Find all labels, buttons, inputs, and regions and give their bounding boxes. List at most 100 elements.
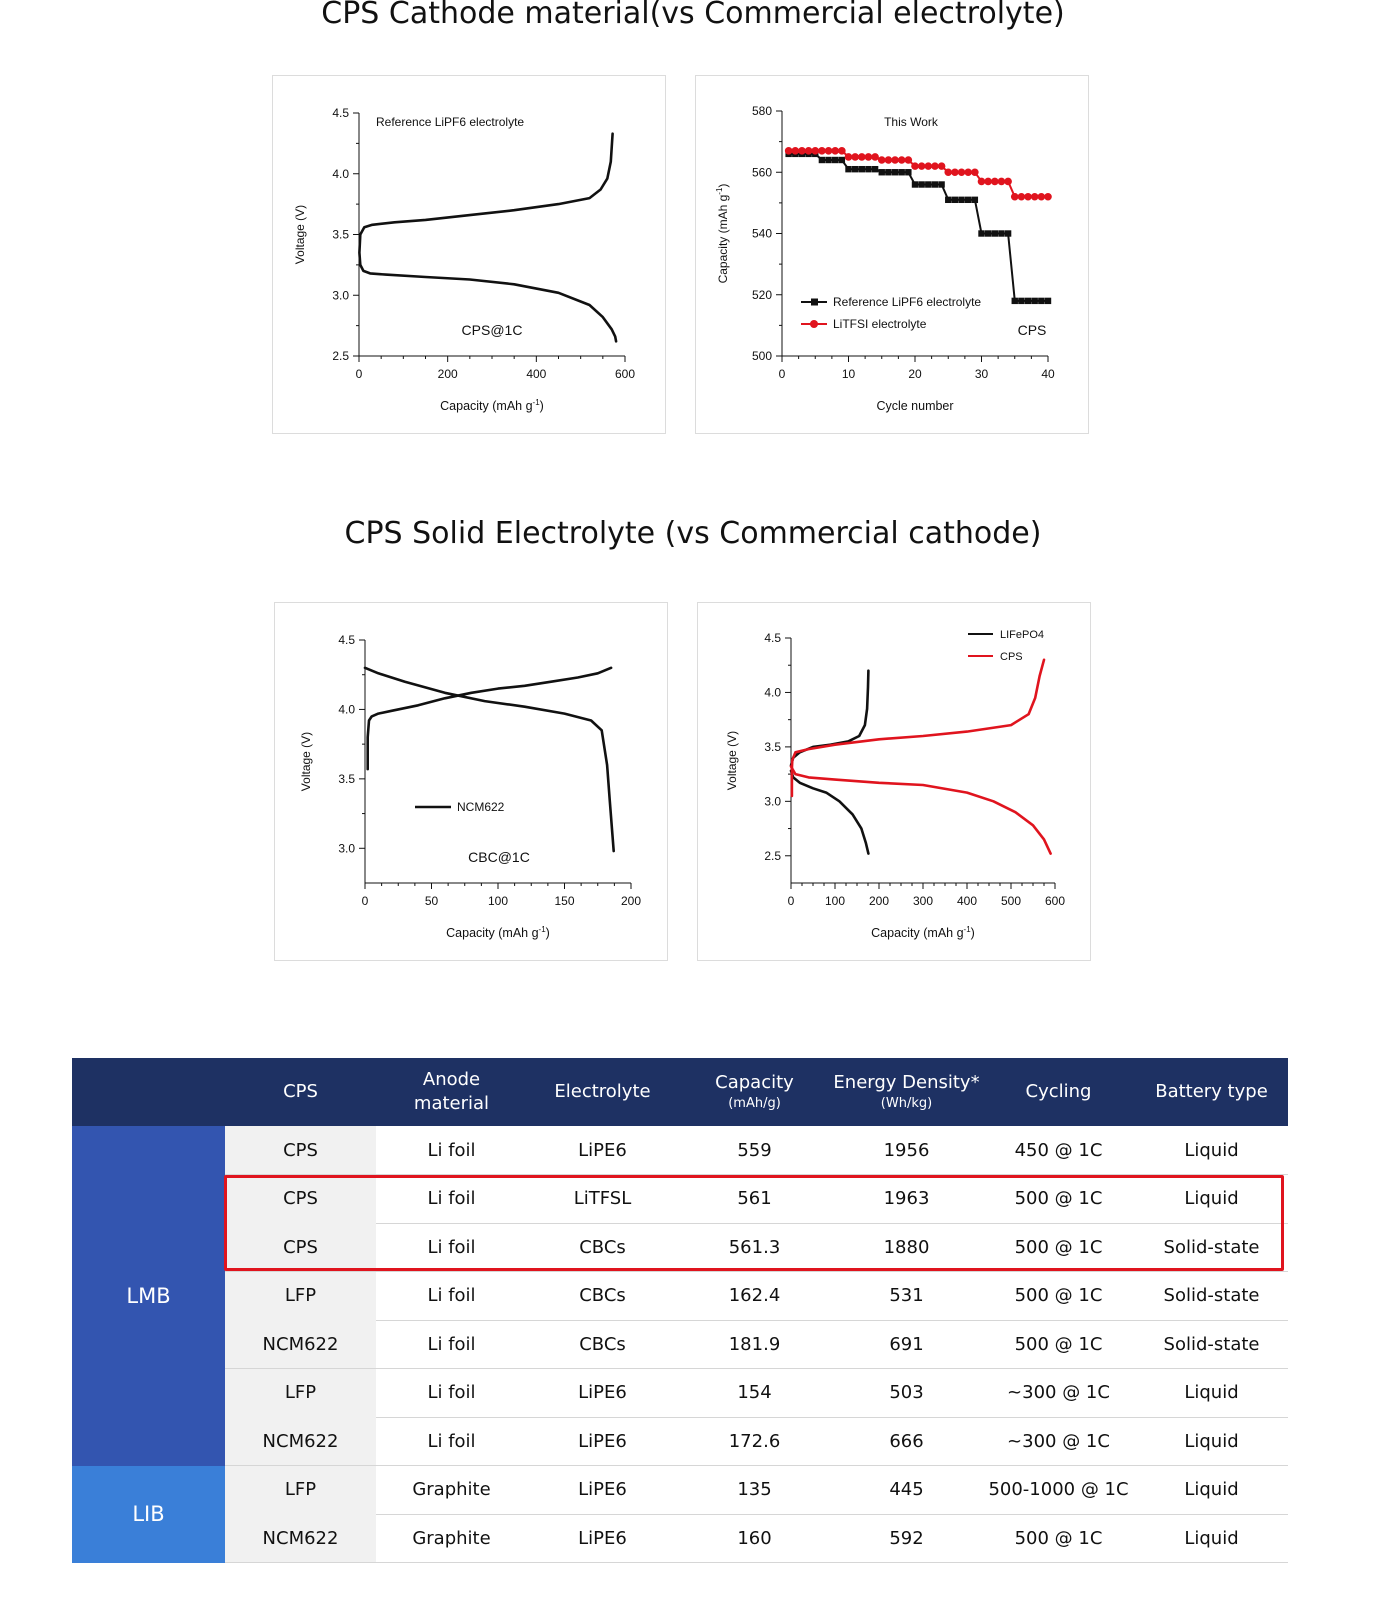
data-point-square (825, 156, 832, 164)
table-cell: NCM622 (225, 1320, 376, 1368)
table-cell: Li foil (427, 1236, 476, 1258)
x-tick-label: 400 (957, 894, 977, 908)
data-point-square (998, 230, 1005, 237)
data-point-square (1004, 230, 1012, 237)
x-tick-label: 200 (621, 894, 641, 908)
table-cell: LFP (225, 1368, 376, 1417)
table-cell: LFP (225, 1271, 376, 1320)
table-cell: CBCs (579, 1236, 626, 1258)
data-point-circle (791, 147, 800, 155)
y-tick-label: 4.0 (338, 702, 355, 716)
table-row: NCM622 Li foil LiPE6 172.6 666 ~300 @ 1C Liqui… (225, 1417, 1288, 1466)
table-cell: Liquid (1184, 1139, 1239, 1161)
x-axis-label-sup: -1 (533, 398, 541, 407)
x-tick-label: 30 (975, 367, 989, 381)
y-tick-label: 3.5 (332, 228, 349, 242)
table-header-unit: (mAh/g) (728, 1096, 781, 1111)
data-point-square (938, 181, 945, 188)
x-tick-label: 0 (356, 367, 363, 381)
table-header-cell: Capacity (mAh/g) (678, 1058, 831, 1126)
y-tick-label: 2.5 (332, 349, 349, 363)
table-cell: Liquid (1184, 1188, 1239, 1209)
table-cell: Li foil (427, 1382, 476, 1403)
table-header-unit: (Wh/kg) (880, 1096, 933, 1111)
table-cell: 500 @ 1C (1014, 1188, 1103, 1209)
series-line-0 (789, 669, 870, 767)
y-tick-label: 2.5 (764, 849, 781, 863)
data-point-square (931, 181, 939, 188)
data-point-circle (937, 162, 946, 170)
data-point-square (818, 156, 826, 164)
y-axis-label: Capacity (mAh g-1) (715, 184, 730, 284)
chart-cycling-capacity: 500 520 540 560 580 0 10 20 30 40 Cycle number Capa… (715, 104, 1055, 413)
data-point-square (858, 165, 865, 173)
table-group-lib: LIB (72, 1465, 225, 1563)
table-row: LFP Graphite LiPE6 135 445 500-1000 @ 1C Liqui… (225, 1465, 1288, 1515)
legend-label: Reference LiPF6 electrolyte (833, 295, 981, 309)
table-cell: 162.4 (728, 1285, 781, 1306)
x-axis-label-end: ) (546, 926, 550, 940)
x-tick-label: 10 (842, 367, 856, 381)
table-cell: 500 @ 1C (1014, 1333, 1103, 1355)
chart-panel-voltage-lifepo4-cps: 2.5 3.0 3.5 4.0 4.5 0 100 200 300 400 500 600 Capaci… (697, 602, 1091, 961)
table-header-label: Anode (422, 1069, 481, 1090)
x-tick-label: 150 (554, 894, 574, 908)
data-point-circle (877, 156, 886, 164)
table-cell: 500 @ 1C (1014, 1285, 1103, 1306)
data-point-square (971, 196, 979, 204)
x-axis-label: Capacity (mAh g-1) (871, 925, 975, 940)
x-axis-label: Capacity (mAh g-1) (446, 925, 550, 940)
x-axis-label: Cycle number (876, 399, 953, 413)
x-axis-label-end: ) (540, 399, 544, 413)
data-point-circle (891, 156, 899, 164)
x-tick-label: 100 (825, 894, 845, 908)
table-cell: 450 @ 1C (1014, 1139, 1103, 1161)
x-tick-label: 0 (779, 367, 786, 381)
table-cell: CPS (225, 1174, 376, 1223)
data-point-square (1038, 297, 1045, 305)
table-cell: ~300 @ 1C (1007, 1382, 1110, 1403)
table-header-label: Cycling (1025, 1081, 1092, 1102)
data-point-circle (824, 147, 833, 155)
annotation-center: CPS@1C (462, 322, 523, 338)
data-point-square (871, 165, 879, 173)
data-point-circle (964, 168, 972, 177)
table-cell: 172.6 (728, 1430, 781, 1452)
section-title-cathode: CPS Cathode material(vs Commercial elect… (321, 0, 1065, 31)
x-tick-label: 40 (1041, 367, 1055, 381)
series-line-2 (790, 658, 1046, 798)
data-point-circle (818, 147, 826, 155)
data-point-circle (1010, 192, 1019, 201)
y-tick-label: 4.5 (764, 631, 781, 645)
annotation-center: CPS (1018, 322, 1047, 338)
comparison-table: CPS Anode material Electrolyte Capacity (mAh/… (72, 1058, 1288, 1598)
table-cell: 154 (737, 1382, 772, 1403)
data-point-square (951, 196, 959, 204)
table-cell: 666 (889, 1430, 924, 1452)
table-cell: LiTFSL (573, 1188, 632, 1209)
data-point-circle (977, 177, 986, 186)
y-tick-label: 540 (752, 227, 772, 241)
y-axis-label-text: Voltage (V) (293, 205, 307, 264)
table-cell: LiPE6 (578, 1430, 627, 1452)
table-header-cell: Electrolyte (527, 1058, 678, 1126)
data-point-square (838, 156, 846, 164)
data-point-circle (798, 147, 806, 155)
table-header-cell: Cycling (982, 1058, 1135, 1126)
table-cell: 500-1000 @ 1C (988, 1479, 1129, 1500)
data-point-square (891, 169, 899, 176)
chart-voltage-lifepo4-cps: 2.5 3.0 3.5 4.0 4.5 0 100 200 300 400 500 600 Capaci… (725, 629, 1065, 940)
data-point-circle (997, 177, 1006, 186)
table-cell: 445 (889, 1479, 924, 1500)
annotation-top: This Work (884, 115, 939, 129)
data-point-square (1018, 297, 1025, 305)
table-cell: LiPE6 (578, 1479, 627, 1500)
data-point-square (945, 196, 952, 204)
data-point-circle (971, 168, 979, 177)
table-cell: Li foil (427, 1430, 476, 1452)
data-point-circle (1044, 192, 1052, 201)
table-cell: Li foil (427, 1333, 476, 1355)
x-tick-label: 600 (615, 367, 635, 381)
data-point-circle (1017, 192, 1026, 201)
table-cell: Liquid (1184, 1527, 1239, 1549)
